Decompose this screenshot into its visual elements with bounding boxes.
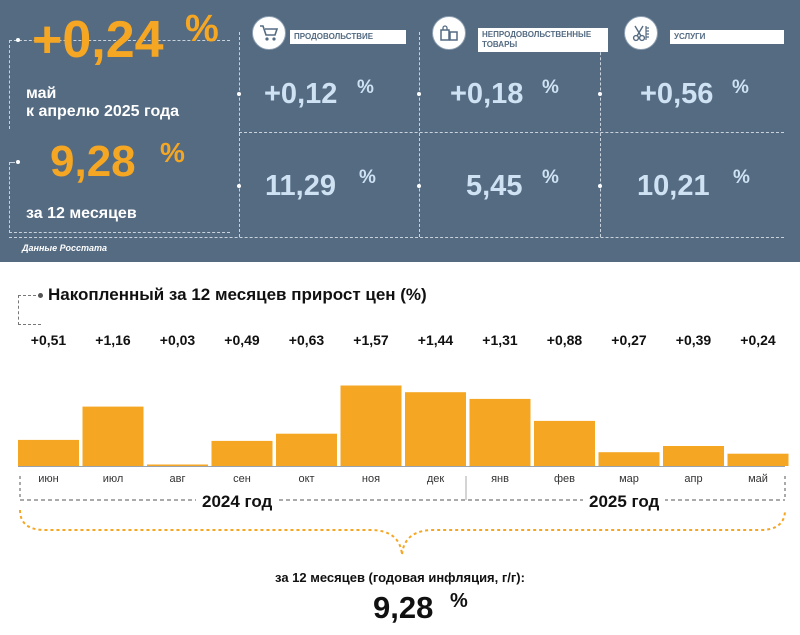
footer-value: 9,28 — [373, 590, 434, 625]
tick-label-дек: дек — [426, 473, 445, 485]
scissors-comb-icon — [624, 16, 658, 50]
bar-авг — [147, 464, 208, 466]
year-label-2025: 2025 год — [583, 492, 666, 512]
value-label-авг: +0,03 — [159, 332, 196, 348]
title-frame — [18, 295, 41, 325]
goods-bags-icon — [432, 16, 466, 50]
separator-3 — [600, 32, 601, 237]
headline-frame-annual — [9, 162, 230, 233]
tick-label-янв: янв — [491, 473, 509, 485]
bar-мар — [598, 452, 660, 466]
summary-panel: +0,24 % май к апрелю 2025 года 9,28 % за… — [0, 0, 800, 262]
headline-frame-annual-top — [9, 162, 15, 163]
year-label-2024: 2024 год — [196, 492, 279, 512]
value-label-мар: +0,27 — [611, 332, 647, 348]
bar-апр — [663, 446, 724, 466]
annual-headline-value: 9,28 — [50, 137, 136, 186]
annual-headline-pct: % — [160, 137, 185, 168]
monthly-headline-pct: % — [185, 8, 219, 50]
bar-ноя — [340, 385, 402, 466]
annual-brace — [19, 509, 786, 556]
tick-label-апр: апр — [684, 473, 703, 485]
services-monthly-pct: % — [732, 77, 749, 98]
bar-янв — [469, 398, 531, 466]
chart-title: Накопленный за 12 месяцев прирост цен (%… — [48, 285, 427, 304]
dot-nonfood-monthly — [417, 92, 421, 96]
bottom-divider — [9, 237, 784, 238]
dot-services-monthly — [598, 92, 602, 96]
bar-фев — [534, 420, 595, 466]
bar-июн — [18, 439, 79, 466]
value-label-апр: +0,39 — [675, 332, 712, 348]
separator-2 — [419, 32, 420, 237]
monthly-caption-line2: к апрелю 2025 года — [26, 103, 180, 120]
source-note: Данные Росстата — [22, 243, 107, 253]
tick-label-мар: мар — [619, 473, 639, 485]
tick-label-май: май — [748, 473, 768, 485]
tick-label-фев: фев — [553, 473, 575, 485]
bar-июл — [82, 406, 144, 466]
category-label-nonfood: НЕПРОДОВОЛЬСТВЕННЫЕ ТОВАРЫ — [478, 28, 608, 52]
nonfood-monthly-pct: % — [542, 77, 559, 98]
nonfood-annual-pct: % — [542, 167, 559, 188]
bar-сен — [211, 440, 273, 466]
separator-1 — [239, 32, 240, 237]
nonfood-annual-value: 5,45 — [466, 170, 523, 202]
row-divider — [239, 132, 784, 133]
tick-label-июл: июл — [102, 473, 124, 485]
annual-caption: за 12 месяцев — [26, 205, 137, 222]
footer-caption: за 12 месяцев (годовая инфляция, г/г): — [275, 570, 525, 585]
category-label-services: УСЛУГИ — [670, 30, 784, 44]
value-label-май: +0,24 — [740, 332, 776, 348]
tick-label-ноя: ноя — [361, 473, 381, 485]
services-annual-pct: % — [733, 167, 750, 188]
dot-nonfood-annual — [417, 184, 421, 188]
headline-frame-monthly — [9, 40, 230, 129]
value-label-окт: +0,63 — [288, 332, 325, 348]
bar-окт — [276, 433, 337, 466]
value-label-июн: +0,51 — [30, 332, 67, 348]
services-monthly-value: +0,56 — [640, 78, 714, 110]
footer-pct: % — [450, 590, 468, 612]
value-label-янв: +1,31 — [482, 332, 518, 348]
dot-services-annual — [598, 184, 602, 188]
tick-label-июн: июн — [38, 473, 59, 485]
nonfood-monthly-value: +0,18 — [450, 78, 524, 110]
value-label-дек: +1,44 — [417, 332, 454, 348]
title-dot — [38, 293, 43, 298]
value-label-фев: +0,88 — [546, 332, 583, 348]
tick-label-окт: окт — [298, 473, 315, 485]
shopping-cart-icon — [252, 16, 286, 50]
food-monthly-pct: % — [357, 77, 374, 98]
food-annual-pct: % — [359, 167, 376, 188]
bar-май — [727, 453, 789, 466]
headline-dot — [16, 38, 20, 42]
tick-label-авг: авг — [169, 473, 186, 485]
monthly-caption-line1: май — [26, 85, 57, 102]
food-annual-value: 11,29 — [265, 170, 336, 202]
food-monthly-value: +0,12 — [264, 78, 338, 110]
category-label-food: ПРОДОВОЛЬСТВИЕ — [290, 30, 406, 44]
headline-dot-annual — [16, 160, 20, 164]
tick-label-сен: сен — [233, 473, 251, 485]
value-label-ноя: +1,57 — [353, 332, 389, 348]
dot-food-monthly — [237, 92, 241, 96]
dot-food-annual — [237, 184, 241, 188]
services-annual-value: 10,21 — [637, 170, 710, 202]
value-label-сен: +0,49 — [224, 332, 260, 348]
monthly-headline-value: +0,24 — [32, 11, 164, 69]
bar-дек — [405, 392, 466, 466]
value-label-июл: +1,16 — [95, 332, 131, 348]
